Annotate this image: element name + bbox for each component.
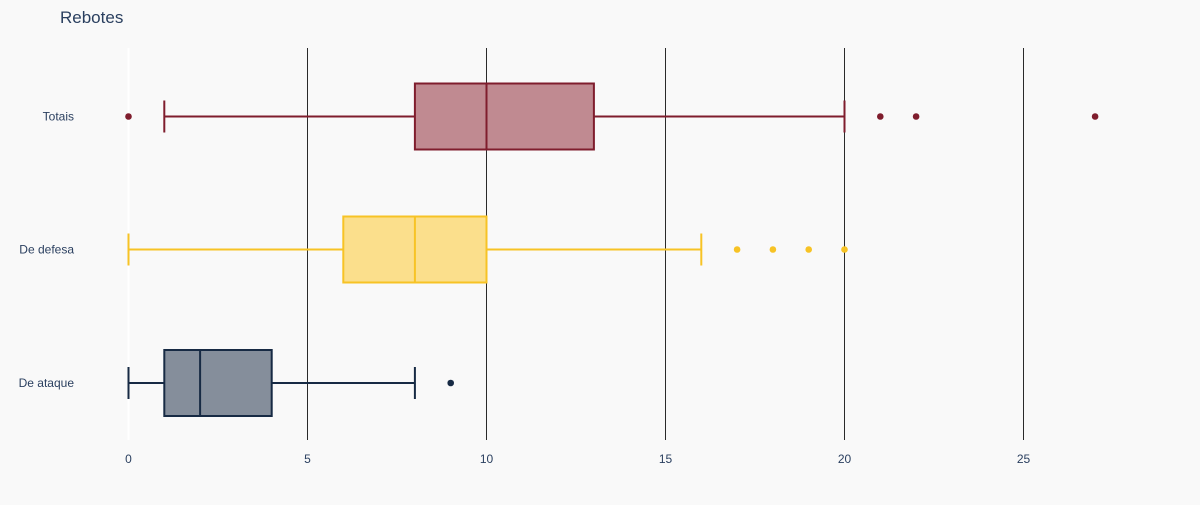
- outlier-point: [805, 246, 812, 253]
- x-tick-label: 5: [304, 452, 311, 466]
- iqr-box: [413, 82, 595, 151]
- x-tick-label: 20: [838, 452, 852, 466]
- outlier-point: [877, 113, 884, 120]
- x-tick-label: 25: [1017, 452, 1031, 466]
- chart-title: Rebotes: [60, 8, 124, 27]
- y-category-label: Totais: [43, 110, 74, 124]
- y-category-label: De defesa: [19, 243, 74, 257]
- x-tick-label: 15: [659, 452, 673, 466]
- outlier-point: [447, 379, 455, 387]
- outlier-point: [912, 113, 920, 120]
- outlier-point: [769, 246, 777, 253]
- y-category-label: De ataque: [19, 376, 75, 390]
- label-layer: 0 5 10 15 20 25 Totais De defesa De ataque: [19, 110, 1031, 467]
- x-tick-label: 0: [125, 452, 132, 466]
- x-tick-label: 10: [480, 452, 494, 466]
- box-series: [125, 82, 1099, 151]
- box-series: [127, 349, 455, 417]
- outlier-point: [841, 246, 848, 253]
- box-series: [127, 215, 848, 284]
- outlier-point: [1091, 113, 1099, 120]
- outlier-point: [125, 113, 132, 120]
- outlier-point: [733, 246, 741, 253]
- iqr-box: [163, 349, 273, 417]
- box-layer: [125, 82, 1099, 417]
